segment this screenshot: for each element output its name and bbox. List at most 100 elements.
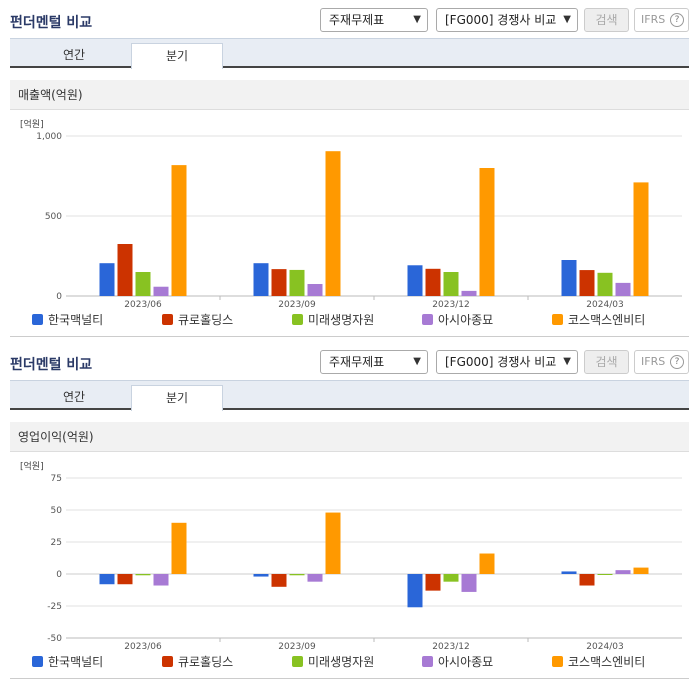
- chevron-down-icon: ▼: [563, 14, 571, 25]
- section-title: 펀더멘털 비교: [10, 15, 93, 31]
- legend-label: 큐로홀딩스: [178, 655, 234, 669]
- legend: 한국맥널티 큐로홀딩스 미래생명자원 아시아종묘 코스맥스엔비티: [32, 654, 682, 670]
- legend-swatch: [32, 656, 43, 667]
- help-icon: ?: [670, 355, 684, 369]
- bar[interactable]: [117, 244, 133, 296]
- legend-item[interactable]: 아시아종묘: [422, 312, 493, 328]
- bar[interactable]: [597, 574, 613, 575]
- ifrs-button[interactable]: IFRS ?: [634, 8, 689, 32]
- x-tick-label: 2023/06: [124, 642, 162, 652]
- tab-quarterly[interactable]: 분기: [131, 43, 223, 69]
- legend-label: 한국맥널티: [48, 655, 104, 669]
- legend-swatch: [552, 656, 563, 667]
- bar[interactable]: [135, 272, 151, 296]
- bar[interactable]: [253, 263, 269, 296]
- legend-item[interactable]: 한국맥널티: [32, 312, 103, 328]
- bar[interactable]: [325, 512, 341, 574]
- bar[interactable]: [597, 272, 613, 296]
- legend-item[interactable]: 한국맥널티: [32, 654, 103, 670]
- bar[interactable]: [407, 574, 423, 608]
- bar[interactable]: [425, 268, 441, 296]
- legend-item[interactable]: 아시아종묘: [422, 654, 493, 670]
- bar[interactable]: [135, 574, 151, 576]
- legend-label: 아시아종묘: [438, 655, 494, 669]
- bar[interactable]: [615, 282, 631, 296]
- tab-quarterly[interactable]: 분기: [131, 385, 223, 411]
- period-tabs: 연간 분기: [10, 38, 689, 69]
- bar[interactable]: [99, 263, 115, 296]
- search-button[interactable]: 검색: [584, 8, 629, 32]
- legend-label: 미래생명자원: [308, 655, 375, 669]
- legend-label: 한국맥널티: [48, 313, 104, 327]
- y-tick-label: 1,000: [36, 132, 62, 142]
- legend-item[interactable]: 미래생명자원: [292, 312, 374, 328]
- bar[interactable]: [615, 570, 631, 574]
- chevron-down-icon: ▼: [413, 14, 421, 25]
- legend-item[interactable]: 큐로홀딩스: [162, 312, 233, 328]
- bar[interactable]: [579, 574, 595, 586]
- x-tick-label: 2023/12: [432, 300, 469, 310]
- y-tick-label: -25: [47, 602, 62, 612]
- legend-item[interactable]: 큐로홀딩스: [162, 654, 233, 670]
- bar[interactable]: [171, 165, 187, 296]
- bar[interactable]: [153, 286, 169, 296]
- compare-select-value: [FG000] 경쟁사 비교: [445, 13, 557, 27]
- legend-item[interactable]: 미래생명자원: [292, 654, 374, 670]
- bar[interactable]: [117, 574, 133, 585]
- x-tick-label: 2023/12: [432, 642, 469, 652]
- period-tabs: 연간 분기: [10, 380, 689, 411]
- operating-profit-chart: -50 -25 0 25 50 75 2023/06 2023/09 2023/12 2024/0…: [47, 474, 682, 652]
- bar[interactable]: [307, 284, 323, 296]
- bar[interactable]: [633, 182, 649, 296]
- legend-swatch: [162, 314, 173, 325]
- y-tick-label: 75: [51, 474, 62, 484]
- bar[interactable]: [271, 269, 287, 296]
- legend-swatch: [292, 656, 303, 667]
- bar[interactable]: [479, 553, 495, 574]
- statement-select[interactable]: 주재무제표 ▼: [320, 350, 428, 374]
- bar[interactable]: [99, 574, 115, 585]
- bar[interactable]: [289, 269, 305, 296]
- divider: [10, 678, 689, 679]
- bar[interactable]: [633, 567, 649, 574]
- legend-label: 코스맥스엔비티: [568, 655, 646, 669]
- y-tick-label: 500: [45, 212, 62, 222]
- y-tick-label: 0: [56, 570, 62, 580]
- section-title: 펀더멘털 비교: [10, 357, 93, 373]
- tab-annual[interactable]: 연간: [62, 48, 86, 62]
- bar[interactable]: [561, 571, 577, 574]
- search-button[interactable]: 검색: [584, 350, 629, 374]
- bar[interactable]: [443, 272, 459, 296]
- bar[interactable]: [579, 270, 595, 296]
- ifrs-label: IFRS: [641, 355, 666, 368]
- chevron-down-icon: ▼: [563, 356, 571, 367]
- bar[interactable]: [253, 574, 269, 577]
- y-tick-label: 25: [51, 538, 62, 548]
- tab-annual[interactable]: 연간: [62, 390, 86, 404]
- legend-label: 아시아종묘: [438, 313, 494, 327]
- legend-swatch: [422, 314, 433, 325]
- compare-select[interactable]: [FG000] 경쟁사 비교 ▼: [436, 8, 578, 32]
- x-tick-label: 2024/03: [586, 642, 623, 652]
- bar[interactable]: [153, 574, 169, 586]
- bar[interactable]: [407, 265, 423, 296]
- compare-select[interactable]: [FG000] 경쟁사 비교 ▼: [436, 350, 578, 374]
- bar[interactable]: [425, 574, 441, 591]
- bar[interactable]: [443, 574, 459, 582]
- bar[interactable]: [461, 574, 477, 592]
- bar[interactable]: [271, 574, 287, 587]
- bar[interactable]: [289, 574, 305, 576]
- divider: [10, 336, 689, 337]
- legend-item[interactable]: 코스맥스엔비티: [552, 312, 645, 328]
- bar[interactable]: [561, 260, 577, 296]
- bar[interactable]: [307, 574, 323, 582]
- bar[interactable]: [171, 522, 187, 574]
- bar[interactable]: [461, 290, 477, 296]
- ifrs-button[interactable]: IFRS ?: [634, 350, 689, 374]
- legend-item[interactable]: 코스맥스엔비티: [552, 654, 645, 670]
- statement-select[interactable]: 주재무제표 ▼: [320, 8, 428, 32]
- bar[interactable]: [479, 168, 495, 296]
- bar[interactable]: [325, 151, 341, 296]
- ifrs-label: IFRS: [641, 13, 666, 26]
- x-tick-label: 2024/03: [586, 300, 623, 310]
